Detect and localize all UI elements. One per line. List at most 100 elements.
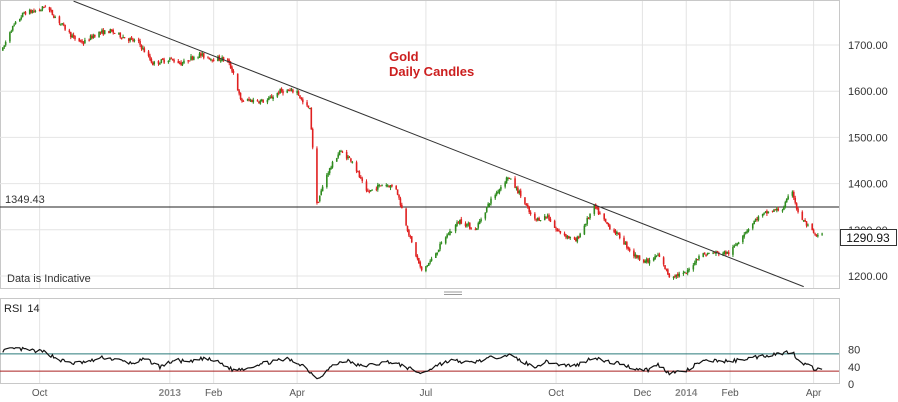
- candle-body: [350, 158, 352, 162]
- candle-body: [44, 6, 47, 8]
- candle-body: [207, 57, 209, 59]
- x-tick-label: Feb: [205, 388, 223, 399]
- candle-body: [466, 224, 468, 227]
- rsi-name: RSI: [4, 303, 22, 315]
- candle-body: [258, 102, 260, 104]
- candle-body: [568, 236, 570, 239]
- candle-body: [292, 89, 294, 93]
- candle-body: [495, 192, 498, 195]
- candle-body: [33, 10, 35, 12]
- candle-body: [747, 229, 750, 232]
- candle-body: [766, 210, 768, 214]
- price-tick-label: 1700.00: [848, 40, 888, 52]
- candle-body: [821, 233, 823, 235]
- x-tick-label: Apr: [806, 388, 822, 399]
- candle-body: [279, 89, 281, 94]
- candle-body: [68, 30, 71, 32]
- candle-body: [559, 230, 562, 234]
- candle-body: [817, 234, 819, 237]
- candle-body: [266, 99, 269, 103]
- candle-body: [638, 255, 641, 261]
- candle-body: [450, 231, 453, 233]
- candle-body: [446, 234, 448, 238]
- candle-body: [478, 220, 481, 224]
- candle-body: [401, 204, 403, 209]
- candle-body: [351, 161, 354, 163]
- downtrend-line[interactable]: [73, 0, 804, 288]
- candle-body: [517, 187, 519, 193]
- candle-body: [485, 207, 488, 212]
- x-tick-label: Apr: [289, 388, 305, 399]
- candle-body: [805, 221, 808, 226]
- candle-body: [754, 218, 757, 221]
- candle-body: [159, 63, 161, 65]
- candle-body: [616, 232, 618, 235]
- candle-body: [40, 9, 42, 11]
- candle-body: [409, 236, 412, 238]
- candle-body: [613, 229, 615, 232]
- x-axis-layer: Oct 2013 Feb Apr Jul Oct Dec 2014 Feb Apr: [32, 388, 822, 399]
- candle-body: [609, 225, 611, 230]
- candle-body: [597, 207, 600, 215]
- candle-body: [524, 197, 526, 204]
- candle-body: [355, 162, 358, 172]
- candle-body: [307, 105, 310, 108]
- candle-body: [596, 207, 598, 209]
- candle-body: [763, 212, 765, 214]
- candle-body: [74, 35, 76, 40]
- x-tick-label: Oct: [548, 388, 564, 399]
- candle-body: [723, 251, 726, 255]
- candle-body: [388, 186, 390, 188]
- candle-body: [415, 242, 417, 257]
- candle-body: [150, 58, 153, 63]
- candle-body: [282, 90, 284, 94]
- candle-body: [326, 174, 328, 188]
- price-tick-label: 1500.00: [848, 132, 888, 144]
- candle-body: [435, 253, 437, 258]
- candle-body: [734, 244, 737, 246]
- candle-body: [792, 191, 795, 198]
- candle-body: [515, 187, 518, 189]
- candle-body: [50, 9, 52, 11]
- rsi-series-line: [2, 346, 823, 380]
- candle-body: [447, 234, 450, 236]
- candle-body: [716, 251, 719, 253]
- candle-body: [545, 216, 547, 218]
- candle-body: [565, 234, 567, 238]
- candle-body: [167, 60, 170, 63]
- candle-body: [168, 58, 171, 61]
- candle-body: [410, 236, 413, 243]
- candle-body: [190, 56, 192, 61]
- candle-body: [173, 59, 175, 62]
- candle-body: [795, 203, 798, 209]
- candle-body: [569, 236, 572, 239]
- rsi-tick-label: 0: [848, 379, 854, 391]
- candle-body: [181, 63, 184, 65]
- candle-body: [784, 202, 787, 208]
- candle-body: [130, 37, 133, 39]
- candle-body: [468, 222, 471, 229]
- candle-body: [662, 257, 665, 265]
- candle-body: [637, 255, 639, 258]
- candle-body: [460, 219, 463, 224]
- candle-body: [593, 204, 596, 214]
- panel-resize-handle[interactable]: [444, 291, 462, 295]
- candle-body: [487, 203, 489, 208]
- candle-body: [439, 243, 441, 250]
- candle-body: [457, 222, 460, 224]
- candle-body: [246, 99, 249, 101]
- trendline-layer: [73, 0, 804, 288]
- candle-body: [672, 276, 675, 278]
- candle-body: [270, 96, 273, 99]
- candle-body: [41, 6, 44, 10]
- candle-body: [69, 31, 72, 37]
- candle-body: [623, 237, 625, 245]
- x-tick-label: Dec: [633, 388, 651, 399]
- candle-body: [310, 107, 313, 130]
- price-axis-layer: 1700.001600.001500.001400.001300.001200.…: [848, 40, 888, 283]
- candle-body: [108, 30, 110, 34]
- price-tick-label: 1600.00: [848, 86, 888, 98]
- candle-body: [147, 51, 150, 56]
- candle-body: [783, 207, 785, 210]
- candle-body: [89, 35, 92, 40]
